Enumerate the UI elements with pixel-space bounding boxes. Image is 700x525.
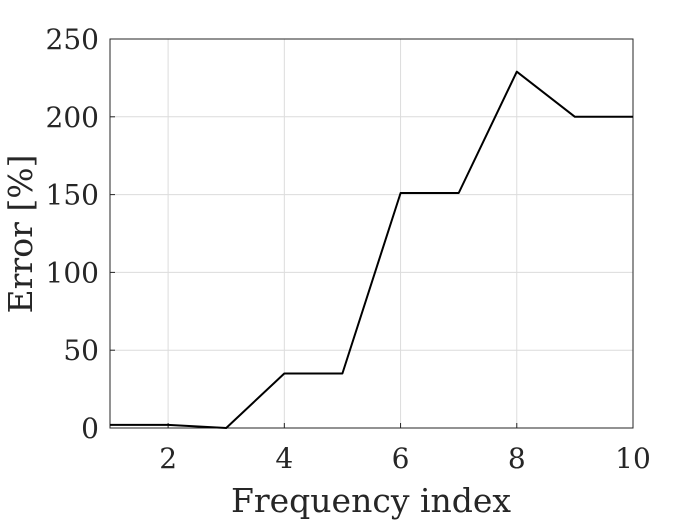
y-tick-label: 200 — [46, 101, 99, 134]
grid — [110, 38, 634, 429]
x-tick-label: 4 — [275, 442, 293, 475]
x-tick-label: 8 — [508, 442, 526, 475]
y-tick-label: 50 — [63, 334, 99, 367]
axes — [109, 38, 634, 429]
y-tick-label: 250 — [46, 23, 99, 56]
x-tick-label: 6 — [392, 442, 410, 475]
x-tick-label: 10 — [615, 442, 651, 475]
y-tick-label: 100 — [46, 256, 99, 289]
series-group — [110, 70, 633, 429]
x-axis-label: Frequency index — [231, 481, 511, 520]
y-axis-label: Error [%] — [1, 155, 40, 314]
y-tick-label: 0 — [81, 412, 99, 445]
series-line-1 — [110, 70, 633, 429]
x-tick-label: 2 — [159, 442, 177, 475]
plot-frame — [109, 38, 634, 429]
y-tick-label: 150 — [46, 179, 99, 212]
